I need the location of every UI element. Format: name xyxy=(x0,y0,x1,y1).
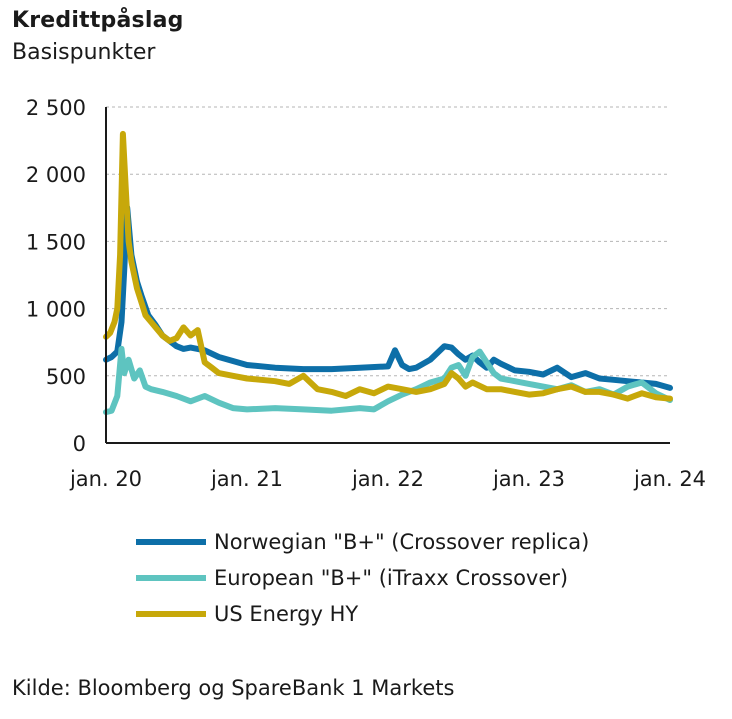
series-line-2 xyxy=(103,130,673,402)
legend-label-norwegian: Norwegian "B+" (Crossover replica) xyxy=(214,530,590,554)
legend-item-norwegian: Norwegian "B+" (Crossover replica) xyxy=(136,524,589,560)
y-tick-label-2: 1 000 xyxy=(26,298,86,322)
x-tick-label-3: jan. 23 xyxy=(492,467,565,491)
y-tick-labels: 0 500 1 000 1 500 2 000 2 500 xyxy=(26,96,86,456)
series-line-0 xyxy=(103,204,673,391)
legend-swatch-norwegian xyxy=(136,539,206,545)
x-tick-label-2: jan. 22 xyxy=(351,467,424,491)
axes xyxy=(105,107,670,444)
legend-item-european: European "B+" (iTraxx Crossover) xyxy=(136,560,589,596)
legend-label-european: European "B+" (iTraxx Crossover) xyxy=(214,566,569,590)
legend-item-us-energy: US Energy HY xyxy=(136,596,589,632)
series-lines xyxy=(103,130,673,416)
legend-swatch-european xyxy=(136,575,206,581)
x-tick-label-1: jan. 21 xyxy=(210,467,283,491)
x-tick-label-0: jan. 20 xyxy=(69,467,142,491)
y-tick-label-0: 0 xyxy=(73,432,86,456)
legend-swatch-us-energy xyxy=(136,611,206,617)
y-tick-label-3: 1 500 xyxy=(26,230,86,254)
y-tick-label-4: 2 000 xyxy=(26,163,86,187)
y-tick-label-5: 2 500 xyxy=(26,96,86,120)
series-line-1 xyxy=(103,345,673,416)
legend: Norwegian "B+" (Crossover replica) Europ… xyxy=(136,524,589,632)
chart-subtitle: Basispunkter xyxy=(12,40,156,65)
x-tick-labels: jan. 20 jan. 21 jan. 22 jan. 23 jan. 24 xyxy=(69,467,706,491)
chart-title: Kredittpåslag xyxy=(12,8,184,33)
y-tick-label-1: 500 xyxy=(46,365,86,389)
x-tick-label-4: jan. 24 xyxy=(633,467,706,491)
legend-label-us-energy: US Energy HY xyxy=(214,602,359,626)
source-note: Kilde: Bloomberg og SpareBank 1 Markets xyxy=(12,676,455,700)
